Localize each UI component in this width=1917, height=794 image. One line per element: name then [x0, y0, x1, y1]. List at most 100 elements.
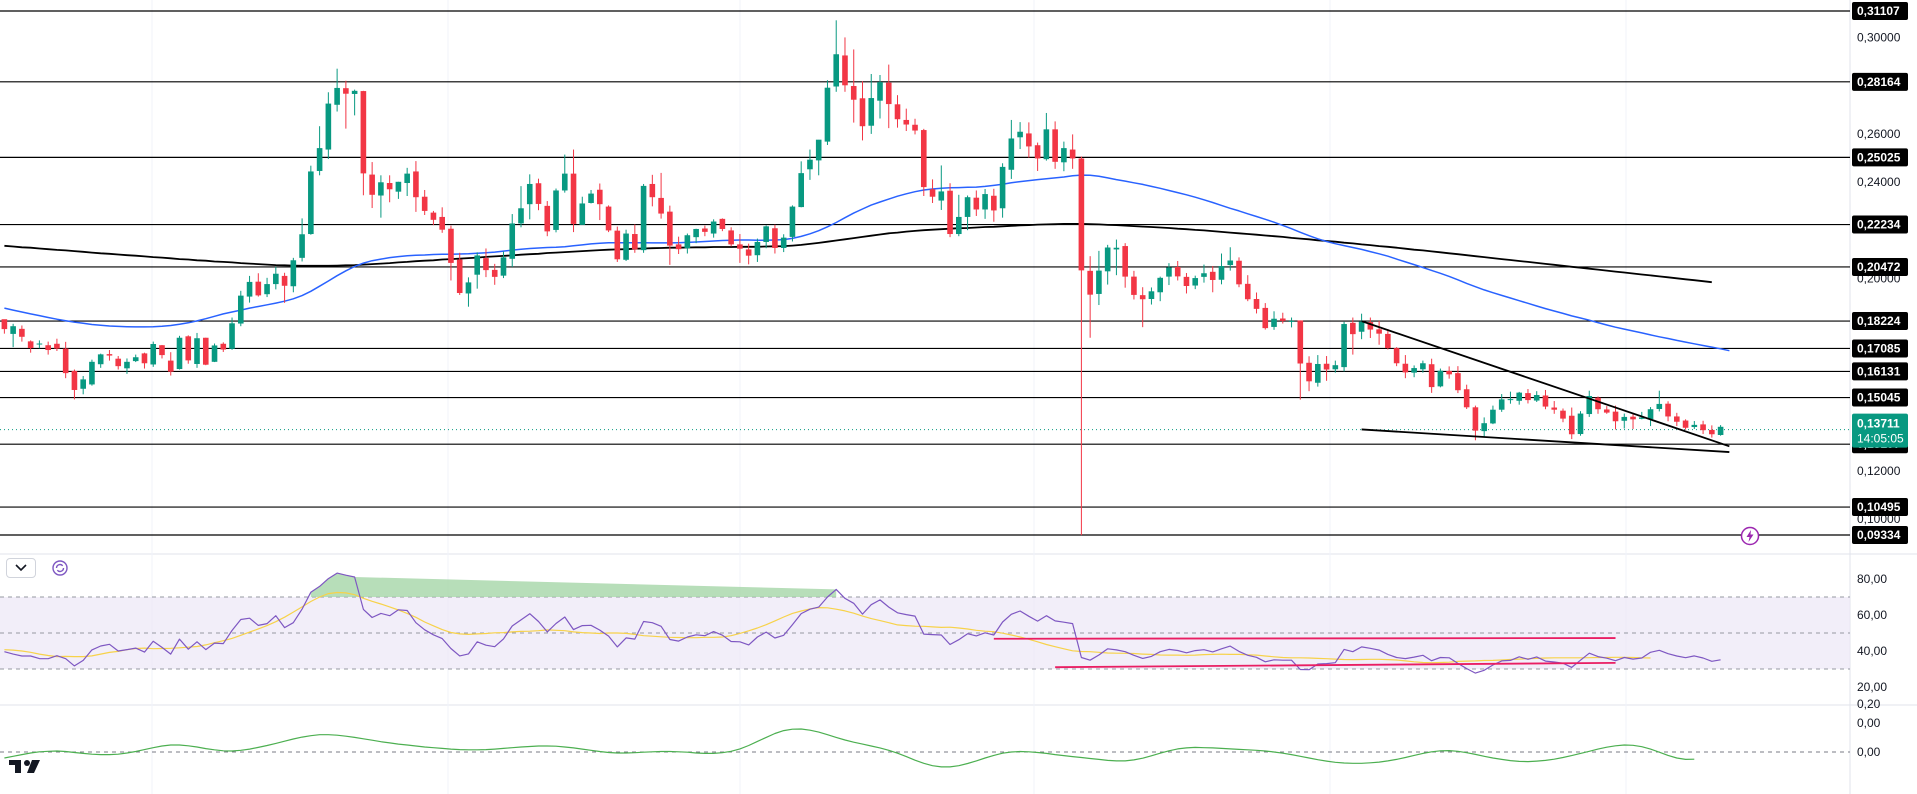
- candle-body: [273, 273, 279, 285]
- candle-body: [62, 348, 69, 374]
- candle-body: [1717, 426, 1724, 435]
- candle-body: [1166, 267, 1172, 277]
- candle-body: [1560, 410, 1566, 419]
- level-label-box: [1852, 257, 1908, 276]
- level-label: 0,09334: [1857, 528, 1901, 542]
- candle-body: [255, 281, 262, 296]
- candle-body: [1674, 416, 1680, 422]
- refresh-icon: [52, 560, 68, 576]
- candle-body: [553, 190, 559, 230]
- candle-body: [1139, 295, 1146, 300]
- candle-body: [474, 255, 481, 275]
- level-label-box: [1852, 388, 1908, 407]
- candle-body: [1463, 389, 1470, 408]
- candle-body: [299, 234, 305, 258]
- candle-body: [1, 319, 8, 330]
- candle-body: [947, 190, 953, 235]
- refresh-button[interactable]: [52, 560, 68, 576]
- price-tick-label: 0,30000: [1857, 31, 1901, 45]
- candle-body: [1052, 129, 1058, 162]
- candle-body: [1096, 270, 1102, 294]
- candle-body: [789, 206, 796, 237]
- level-label: 0,22234: [1857, 218, 1901, 232]
- candle-body: [1603, 409, 1610, 413]
- candle-body: [10, 326, 16, 334]
- ma-slow-layer: [4, 222, 1712, 284]
- level-label-box: [1852, 2, 1908, 20]
- candle-body: [1209, 271, 1216, 280]
- candle-body: [815, 139, 822, 161]
- candle-body: [964, 197, 971, 217]
- rsi-tick-label: 0,00: [1857, 716, 1881, 730]
- candle-body: [264, 284, 270, 295]
- price-tick-label: 0,12000: [1857, 464, 1901, 478]
- candle-body: [588, 193, 594, 203]
- ma-fast-layer: [4, 174, 1730, 352]
- candle-body: [982, 194, 988, 210]
- level-label: 0,18224: [1857, 314, 1901, 328]
- candle-body: [1227, 260, 1234, 266]
- price-tick-label: 0,26000: [1857, 127, 1901, 141]
- rsi-pane: [0, 572, 1850, 674]
- candle-body: [754, 241, 761, 256]
- candle-body: [439, 216, 445, 230]
- candle-body: [27, 341, 34, 349]
- alert-button[interactable]: [1740, 526, 1760, 546]
- upper-trendline: [1361, 320, 1730, 448]
- candle-body: [850, 86, 857, 100]
- candle-body: [999, 166, 1006, 209]
- candle-body: [614, 230, 621, 260]
- candle-body: [80, 379, 86, 389]
- rsi-line: [4, 572, 1721, 674]
- candle-body: [132, 357, 139, 362]
- candle-body: [404, 173, 410, 184]
- candle-body: [351, 90, 358, 94]
- level-label: 0,28164: [1857, 75, 1901, 89]
- level-label: 0,25025: [1857, 150, 1901, 164]
- horizontal-levels: [0, 10, 1850, 536]
- level-label-box: [1852, 312, 1908, 331]
- candle-body: [1008, 138, 1015, 170]
- candle-body: [1516, 392, 1523, 401]
- candle-body: [597, 189, 603, 205]
- candle-body: [894, 104, 901, 120]
- candle-body: [1288, 320, 1295, 322]
- candle-body: [124, 361, 130, 369]
- candle-body: [1271, 318, 1277, 327]
- candle-body: [413, 171, 419, 198]
- tradingview-logo[interactable]: 17: [8, 757, 42, 777]
- candle-body: [1183, 276, 1190, 287]
- candle-body: [1393, 348, 1400, 364]
- candle-body: [237, 295, 244, 324]
- candle-body: [1709, 429, 1715, 435]
- candle-body: [465, 282, 472, 294]
- candle-body: [1192, 278, 1199, 286]
- candle-body: [360, 91, 367, 174]
- candle-body: [115, 358, 122, 367]
- candle-body: [194, 338, 200, 364]
- candle-body: [1595, 397, 1601, 410]
- collapse-button[interactable]: [6, 558, 36, 578]
- rsi-tick-label: 60,00: [1857, 608, 1887, 622]
- candle-body: [649, 183, 656, 198]
- level-label-box: [1852, 498, 1908, 517]
- candle-body: [430, 212, 437, 220]
- candle-body: [1577, 413, 1584, 435]
- candle-body: [185, 336, 192, 361]
- candle-body: [1647, 409, 1654, 420]
- candle-body: [1533, 395, 1540, 401]
- lower-trendline: [1361, 428, 1730, 453]
- level-label: 0,15045: [1857, 391, 1901, 405]
- candle-body: [1061, 148, 1067, 163]
- candle-body: [202, 337, 209, 365]
- candle-body: [1481, 423, 1487, 432]
- candle-body: [956, 216, 962, 235]
- lightning-icon: [1740, 526, 1760, 546]
- candle-body: [1350, 322, 1356, 335]
- candle-body: [159, 345, 165, 356]
- candle-body: [1367, 322, 1374, 330]
- candle-body: [833, 54, 840, 87]
- candle-body: [991, 195, 997, 211]
